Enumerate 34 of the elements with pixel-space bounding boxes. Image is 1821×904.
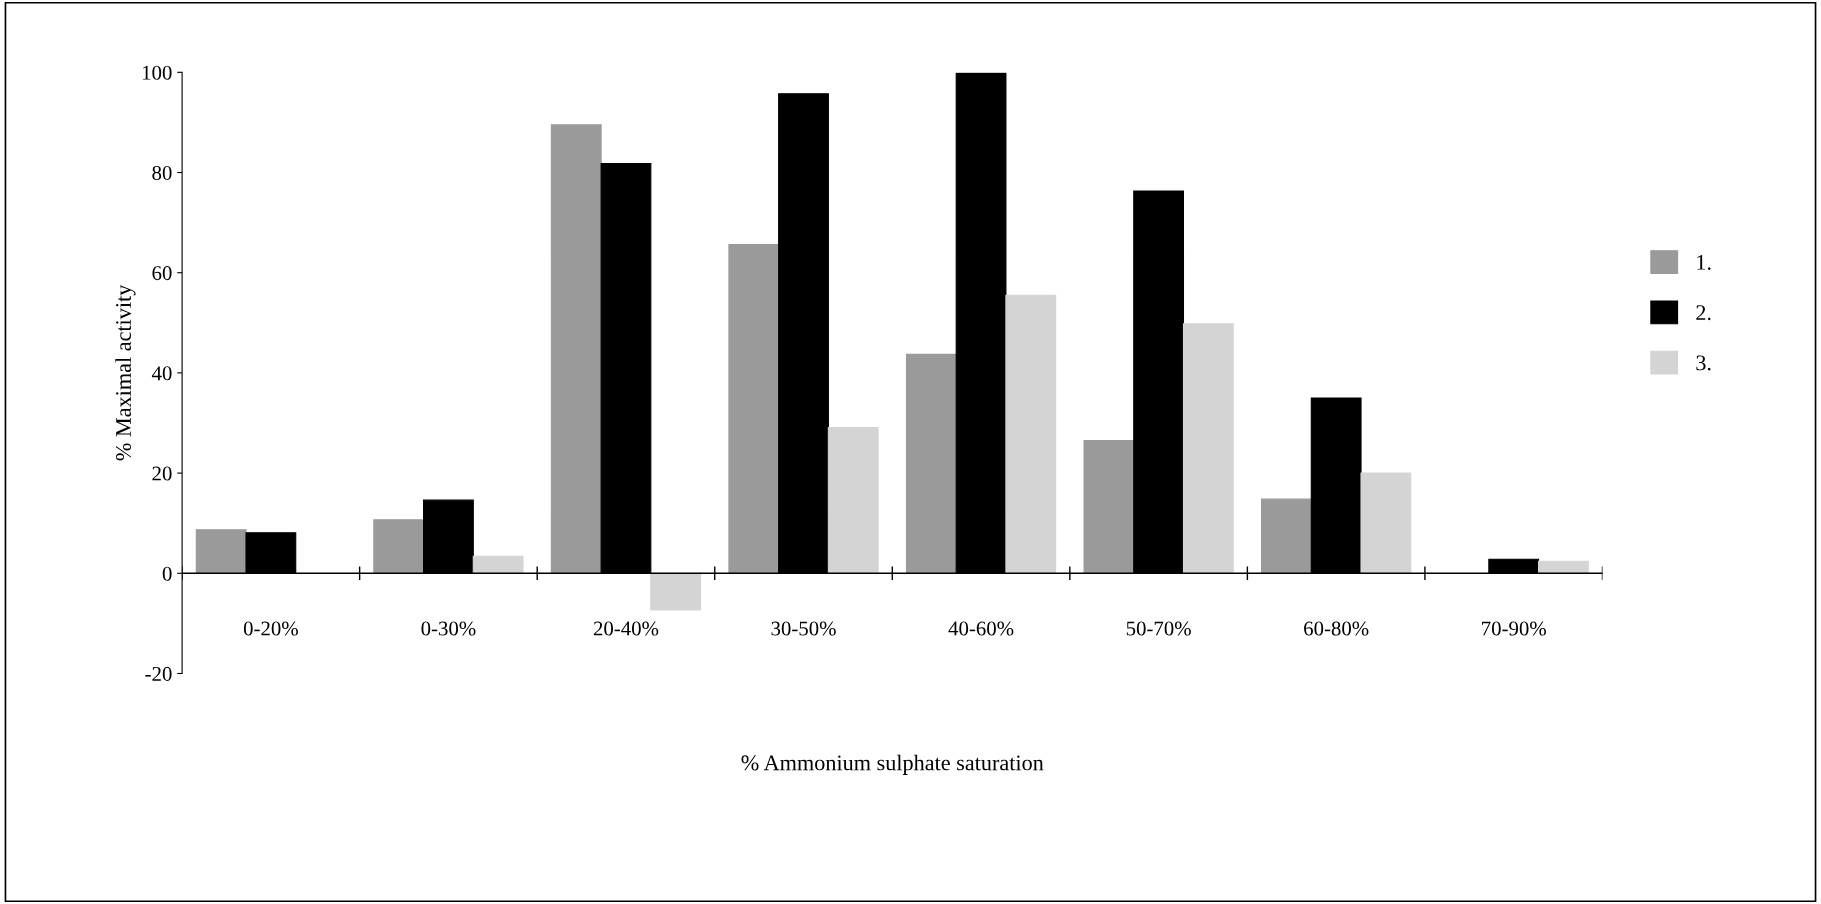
bar bbox=[1182, 323, 1234, 574]
x-tick-label: 40-60% bbox=[948, 621, 1014, 636]
legend-label: 1. bbox=[1697, 254, 1711, 270]
bar bbox=[1261, 498, 1312, 574]
x-tick-label: 0-20% bbox=[243, 621, 298, 636]
bar bbox=[728, 244, 780, 574]
x-tick-label: 20-40% bbox=[593, 621, 659, 636]
y-tick-label: 80 bbox=[152, 165, 172, 180]
bar bbox=[650, 572, 702, 611]
x-tick-label: 60-80% bbox=[1304, 621, 1369, 636]
legend-label: 3. bbox=[1696, 355, 1711, 371]
bar bbox=[373, 519, 425, 574]
x-tick-label: 30-50% bbox=[771, 621, 836, 636]
bar bbox=[1538, 560, 1589, 574]
x-axis-title: % Ammonium sulphate saturation bbox=[741, 754, 1044, 775]
bar bbox=[905, 353, 957, 574]
bar bbox=[827, 426, 879, 574]
y-tick-label: 100 bbox=[142, 65, 172, 80]
y-tick-label: 0 bbox=[162, 566, 172, 581]
x-tick-label: 0-30% bbox=[421, 621, 476, 636]
bar bbox=[550, 124, 602, 574]
bar bbox=[195, 529, 247, 574]
bar bbox=[472, 555, 524, 574]
legend-label: 2. bbox=[1696, 305, 1711, 321]
y-tick-label: 20 bbox=[152, 466, 172, 481]
x-tick-label: 70-90% bbox=[1482, 621, 1546, 636]
y-tick-label: 60 bbox=[152, 266, 172, 281]
y-axis-title: % Maximal activity bbox=[115, 284, 136, 461]
y-tick-label: 40 bbox=[151, 366, 172, 381]
bar bbox=[1083, 439, 1135, 574]
bar bbox=[1360, 472, 1412, 574]
x-tick-label: 50-70% bbox=[1126, 621, 1191, 636]
bar bbox=[1005, 294, 1057, 574]
y-tick-label: -20 bbox=[145, 666, 172, 681]
